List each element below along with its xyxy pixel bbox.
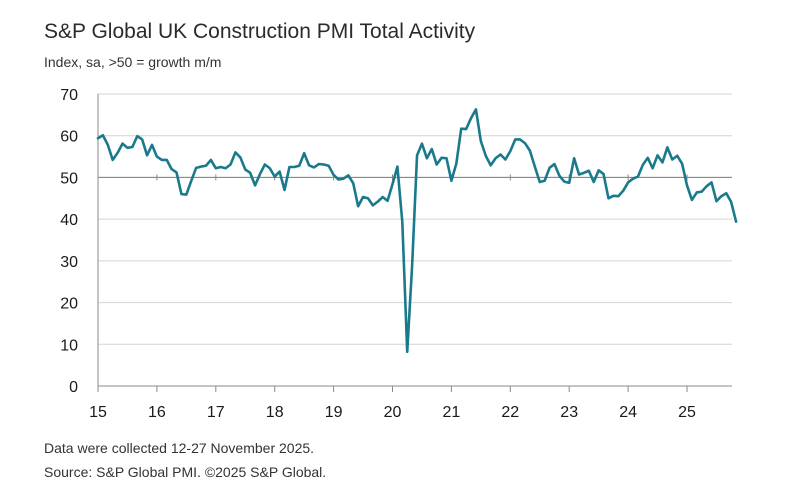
- gridlines: [98, 93, 732, 345]
- x-tick-labels: 15 16 17 18 19 20 21 22 23 24 25: [89, 404, 696, 421]
- y-tick-label-30: 30: [60, 254, 78, 271]
- footnote-source: Source: S&P Global PMI. ©2025 S&P Global…: [44, 464, 327, 480]
- y-tick-labels: 0 10 20 30 40 50 60 70: [60, 87, 78, 396]
- y-tick-label-20: 20: [60, 296, 78, 313]
- series-lines: [96, 108, 738, 354]
- y-tick-label-60: 60: [60, 129, 78, 146]
- y-tick-label-50: 50: [60, 170, 78, 187]
- x-tick-label-23: 23: [560, 404, 578, 421]
- x-tick-label-20: 20: [384, 404, 402, 421]
- x-tick-label-15: 15: [89, 404, 107, 421]
- chart-title: S&P Global UK Construction PMI Total Act…: [44, 20, 476, 43]
- y-tick-label-40: 40: [60, 212, 78, 229]
- x-tick-label-18: 18: [266, 404, 284, 421]
- axes: [97, 94, 732, 392]
- y-tick-label-0: 0: [69, 379, 78, 396]
- y-tick-label-10: 10: [60, 337, 78, 354]
- y-tick-label-70: 70: [60, 87, 78, 104]
- x-tick-label-17: 17: [207, 404, 225, 421]
- x-tick-label-25: 25: [678, 404, 696, 421]
- footnote-collection: Data were collected 12-27 November 2025.: [44, 440, 315, 456]
- series-line-0: [96, 108, 738, 354]
- x-tick-label-16: 16: [148, 404, 166, 421]
- chart-subtitle: Index, sa, >50 = growth m/m: [44, 54, 222, 70]
- x-tick-label-21: 21: [443, 404, 461, 421]
- x-tick-label-19: 19: [325, 404, 343, 421]
- x-tick-label-24: 24: [619, 404, 637, 421]
- x-tick-label-22: 22: [501, 404, 519, 421]
